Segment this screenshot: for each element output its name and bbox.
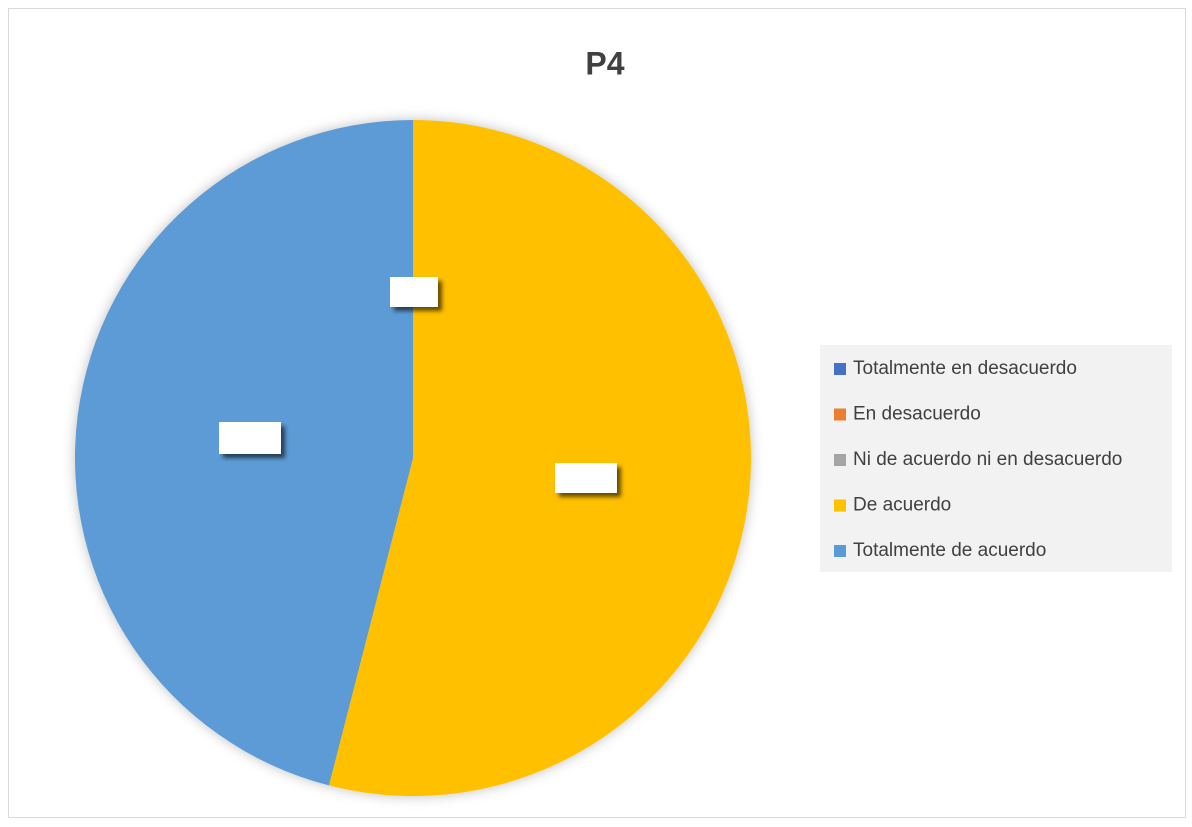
legend-swatch <box>834 408 846 421</box>
legend-swatch <box>834 363 846 375</box>
legend-label: En desacuerdo <box>853 404 981 425</box>
legend-label: Ni de acuerdo ni en desacuerdo <box>853 449 1122 470</box>
legend-box <box>820 345 1172 572</box>
chart-title: P4 <box>585 45 624 81</box>
label-box <box>555 463 617 493</box>
legend-swatch <box>834 545 846 557</box>
legend-swatch <box>834 454 846 466</box>
legend: Totalmente en desacuerdo En desacuerdo Ni … <box>834 358 1122 561</box>
pie <box>75 120 752 796</box>
legend-swatch <box>834 499 846 512</box>
label-box <box>219 422 281 454</box>
legend-label: Totalmente de acuerdo <box>853 540 1046 561</box>
legend-label: Totalmente en desacuerdo <box>853 358 1077 379</box>
label-box <box>390 277 438 307</box>
legend-label: De acuerdo <box>853 495 951 516</box>
